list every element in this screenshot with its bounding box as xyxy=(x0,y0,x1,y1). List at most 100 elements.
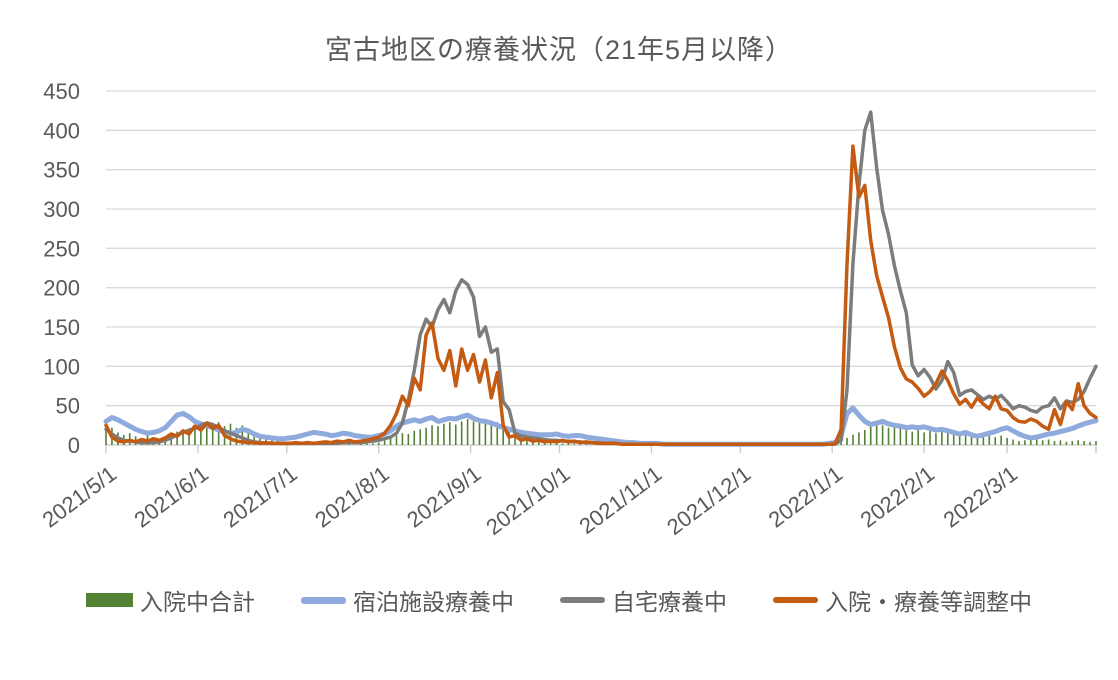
bar-hospitalized xyxy=(549,441,552,445)
bar-hospitalized xyxy=(887,427,890,445)
bar-hospitalized xyxy=(1059,440,1062,445)
bar-hospitalized xyxy=(366,443,368,445)
bar-hospitalized xyxy=(1000,435,1002,445)
bar-hospitalized xyxy=(941,431,943,445)
bar-hospitalized xyxy=(905,430,908,445)
bar-hospitalized xyxy=(182,433,184,445)
bar-hospitalized xyxy=(1071,441,1074,445)
bar-hospitalized xyxy=(454,424,457,445)
bar-hospitalized xyxy=(211,424,214,445)
bar-hospitalized xyxy=(1012,439,1014,445)
legend-item-hospitalized: 入院中合計 xyxy=(86,583,255,617)
chart-title: 宮古地区の療養状況（21年5月以降） xyxy=(324,35,794,65)
bar-hospitalized xyxy=(496,422,499,445)
bar-hospitalized xyxy=(1053,441,1056,445)
bar-hospitalized xyxy=(377,442,380,445)
line-入院・療養等調整中 xyxy=(104,144,1098,446)
blue-line-swatch-icon xyxy=(301,596,346,604)
bar-hospitalized xyxy=(247,429,250,445)
chart-legend: 入院中合計 宿泊施設療養中 自宅療養中 入院・療養等調整中 xyxy=(0,583,1118,617)
bar-hospitalized xyxy=(419,429,421,445)
bar-hospitalized xyxy=(911,431,914,445)
y-axis-tick-label: 300 xyxy=(43,197,80,222)
bar-hospitalized xyxy=(917,430,919,445)
bar-hospitalized xyxy=(348,444,350,445)
x-axis-tick-label: 2021/5/1 xyxy=(38,461,121,533)
bar-hospitalized xyxy=(935,433,937,445)
bar-hospitalized xyxy=(265,436,267,445)
y-axis-tick-label: 50 xyxy=(56,394,80,419)
bar-hospitalized xyxy=(389,437,392,445)
bar-hospitalized xyxy=(1077,440,1080,445)
x-axis-tick-label: 2022/3/1 xyxy=(939,461,1022,533)
orange-line-swatch-icon xyxy=(773,597,818,603)
y-axis-tick-label: 400 xyxy=(43,118,80,143)
bar-hospitalized xyxy=(988,434,991,445)
y-axis-tick-label: 350 xyxy=(43,158,80,183)
legend-label: 入院・療養等調整中 xyxy=(825,589,1032,615)
y-axis-tick-label: 0 xyxy=(68,433,80,458)
bar-hospitalized xyxy=(502,426,504,445)
bar-hospitalized xyxy=(1041,440,1044,445)
bar-hospitalized xyxy=(205,422,208,445)
legend-item-home-care: 自宅療養中 xyxy=(560,583,727,617)
bar-hospitalized xyxy=(899,428,902,445)
bar-hospitalized xyxy=(407,433,410,445)
bar-hospitalized xyxy=(946,430,949,445)
bar-hospitalized xyxy=(1095,441,1097,445)
bar-hospitalized xyxy=(585,444,587,445)
bar-hospitalized xyxy=(982,436,985,445)
bar-hospitalized xyxy=(573,444,576,445)
bar-hospitalized xyxy=(579,444,582,445)
bar-hospitalized xyxy=(858,432,860,445)
bar-hospitalized xyxy=(1047,439,1050,445)
bar-hospitalized xyxy=(923,432,925,445)
bar-hospitalized xyxy=(443,423,445,445)
x-axis-tick-label: 2021/11/1 xyxy=(574,461,666,539)
bar-hospitalized xyxy=(893,425,896,445)
green-bar-swatch-icon xyxy=(86,593,133,607)
bar-hospitalized xyxy=(555,442,558,445)
x-axis-tick-label: 2021/7/1 xyxy=(218,461,301,533)
bar-hospitalized xyxy=(484,422,487,445)
legend-item-adjusting: 入院・療養等調整中 xyxy=(773,583,1032,617)
bar-hospitalized xyxy=(259,433,261,445)
x-axis-tick-label: 2022/1/1 xyxy=(764,461,847,533)
bar-hospitalized xyxy=(537,439,540,445)
legend-label: 入院中合計 xyxy=(140,589,255,615)
bar-hospitalized xyxy=(105,430,107,445)
gray-line-swatch-icon xyxy=(560,597,605,603)
bar-hospitalized xyxy=(431,425,433,445)
bar-hospitalized xyxy=(958,434,961,445)
x-axis-tick-label: 2021/9/1 xyxy=(402,461,485,533)
bar-hospitalized xyxy=(383,440,386,445)
line-自宅療養中 xyxy=(104,110,1098,446)
bar-hospitalized xyxy=(371,443,374,445)
bar-hospitalized xyxy=(1029,438,1032,445)
bar-hospitalized xyxy=(478,419,481,445)
bar-hospitalized xyxy=(472,421,475,445)
bar-hospitalized xyxy=(1065,441,1068,445)
bar-hospitalized xyxy=(994,437,997,445)
bar-hospitalized xyxy=(976,433,979,445)
bar-hospitalized xyxy=(1083,441,1085,445)
bar-hospitalized xyxy=(200,425,202,445)
legend-label: 自宅療養中 xyxy=(612,589,727,615)
bar-hospitalized xyxy=(852,434,854,445)
y-axis-tick-label: 200 xyxy=(43,276,80,301)
bar-hospitalized xyxy=(846,437,848,445)
bar-hospitalized xyxy=(360,444,362,445)
bar-hospitalized xyxy=(1035,439,1038,445)
bar-hospitalized xyxy=(964,433,967,445)
x-axis-tick-label: 2022/2/1 xyxy=(856,461,939,533)
y-axis-tick-label: 450 xyxy=(43,79,80,104)
bar-hospitalized xyxy=(395,435,398,445)
bar-hospitalized xyxy=(413,430,416,445)
x-axis-tick-label: 2021/10/1 xyxy=(481,461,574,540)
y-axis-tick-label: 250 xyxy=(43,236,80,261)
bar-hospitalized xyxy=(864,430,866,445)
bar-hospitalized xyxy=(840,441,842,445)
bar-hospitalized xyxy=(1024,440,1026,445)
bar-hospitalized xyxy=(490,424,493,445)
